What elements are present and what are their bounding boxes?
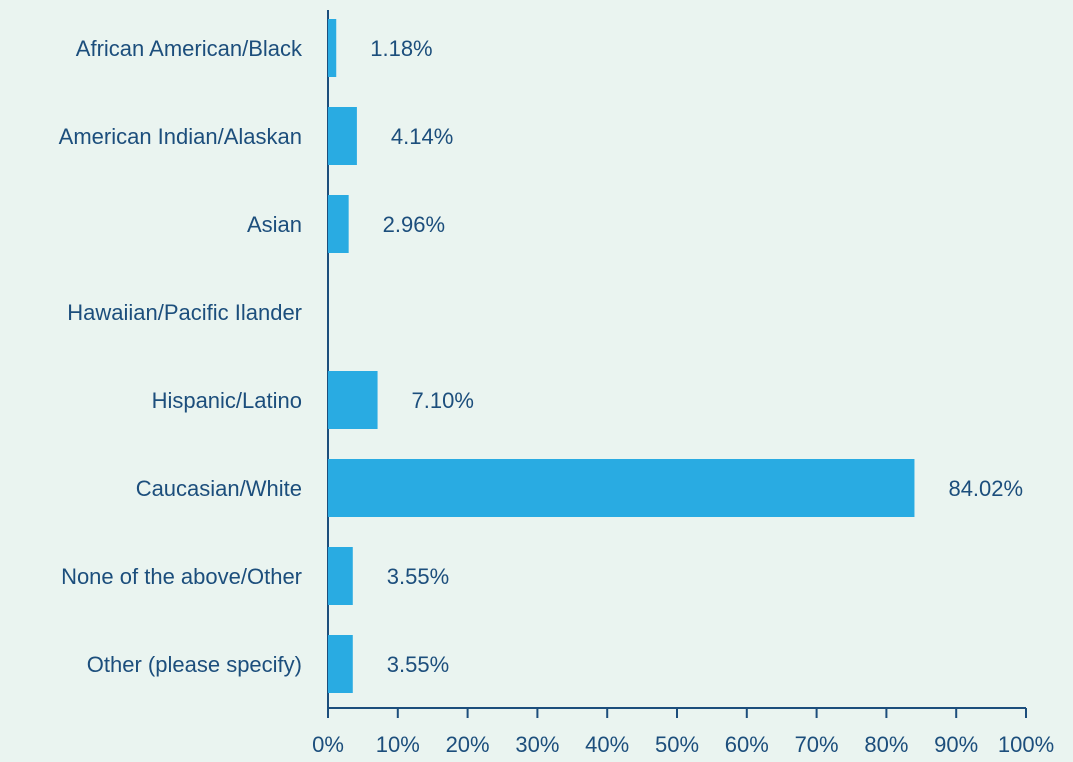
x-tick-label: 40%: [585, 732, 629, 757]
data-label: 4.14%: [391, 124, 453, 149]
bar: [328, 371, 378, 429]
y-tick-label: Other (please specify): [87, 652, 302, 677]
x-tick-label: 100%: [998, 732, 1054, 757]
x-tick-label: 50%: [655, 732, 699, 757]
data-label: 1.18%: [370, 36, 432, 61]
data-label: 2.96%: [383, 212, 445, 237]
x-tick-label: 10%: [376, 732, 420, 757]
bar: [328, 459, 915, 517]
data-label: 84.02%: [948, 476, 1023, 501]
data-label: 7.10%: [412, 388, 474, 413]
y-tick-label: Asian: [247, 212, 302, 237]
bar: [328, 547, 353, 605]
y-tick-label: Caucasian/White: [136, 476, 302, 501]
y-tick-label: American Indian/Alaskan: [59, 124, 302, 149]
x-tick-label: 60%: [725, 732, 769, 757]
bar: [328, 635, 353, 693]
y-tick-label: None of the above/Other: [61, 564, 302, 589]
data-label: 3.55%: [387, 652, 449, 677]
x-tick-label: 90%: [934, 732, 978, 757]
y-tick-label: African American/Black: [76, 36, 303, 61]
bar: [328, 195, 349, 253]
bar: [328, 107, 357, 165]
data-label: 3.55%: [387, 564, 449, 589]
x-tick-label: 20%: [446, 732, 490, 757]
y-tick-label: Hispanic/Latino: [152, 388, 302, 413]
x-tick-label: 0%: [312, 732, 344, 757]
bar: [328, 19, 337, 77]
x-tick-label: 70%: [795, 732, 839, 757]
y-tick-label: Hawaiian/Pacific Ilander: [67, 300, 302, 325]
x-tick-label: 80%: [864, 732, 908, 757]
x-tick-label: 30%: [515, 732, 559, 757]
